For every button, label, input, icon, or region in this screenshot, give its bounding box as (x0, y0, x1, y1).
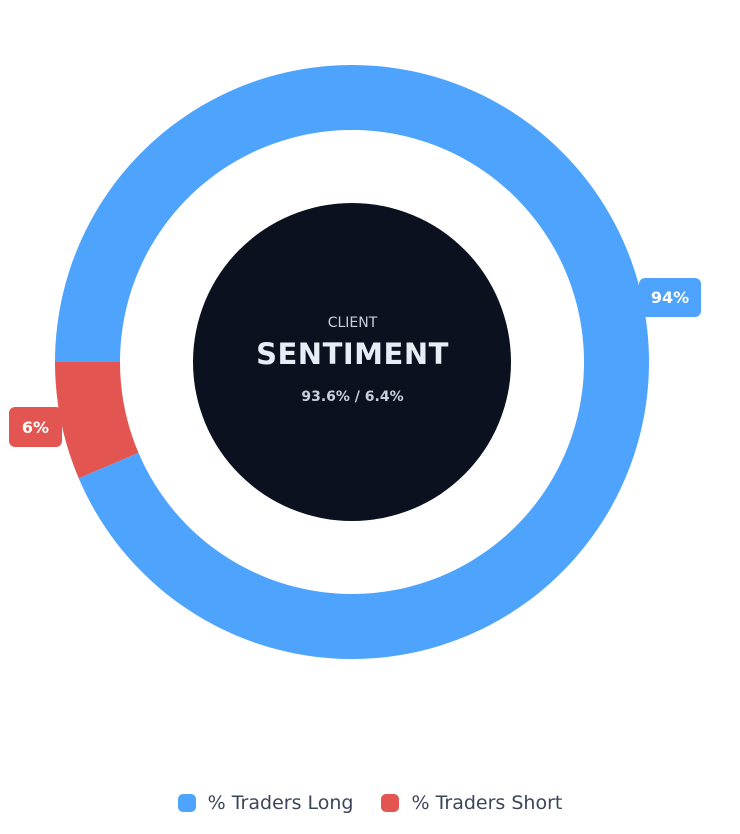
center-title: SENTIMENT (256, 336, 449, 371)
legend-swatch-long (177, 794, 196, 812)
legend-label-short: % Traders Short (411, 792, 563, 814)
legend-item-long[interactable]: % Traders Long (177, 792, 354, 814)
data-label-short: 6% (9, 407, 62, 447)
center-label: CLIENT SENTIMENT 93.6% / 6.4% (194, 203, 511, 520)
legend-item-short[interactable]: % Traders Short (381, 792, 562, 814)
legend: % Traders Long % Traders Short (0, 792, 740, 814)
segment-traders-short[interactable] (55, 362, 139, 479)
center-subtitle: CLIENT (327, 314, 378, 331)
data-label-long: 94% (639, 278, 701, 317)
legend-swatch-short (381, 794, 400, 812)
center-disc (193, 203, 511, 521)
legend-label-long: % Traders Long (207, 792, 354, 814)
center-values: 93.6% / 6.4% (301, 388, 404, 405)
